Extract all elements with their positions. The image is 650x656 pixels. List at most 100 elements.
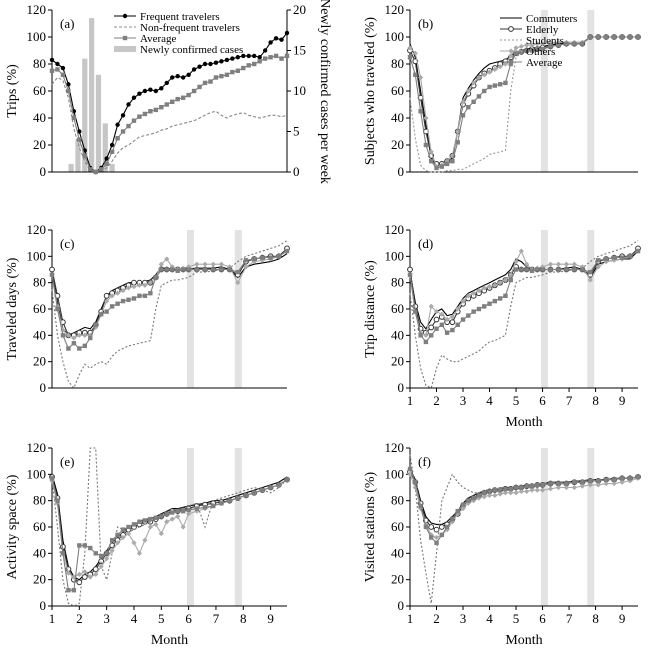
series-point [434, 540, 439, 545]
series-point [471, 290, 477, 296]
x-axis-label: Month [505, 415, 542, 430]
series-point [513, 490, 519, 496]
series-point [202, 61, 208, 67]
x-tick-label: 3 [103, 611, 110, 626]
shaded-band [234, 230, 242, 388]
series-point [547, 39, 554, 45]
series-point [230, 69, 235, 75]
x-tick-label: 6 [185, 611, 192, 626]
series-point [268, 485, 273, 490]
x-tick-label: 9 [619, 611, 626, 626]
series-point [611, 477, 617, 482]
series-point [114, 540, 121, 546]
series-point [55, 67, 60, 72]
legend-marker [508, 48, 514, 54]
series-point [142, 518, 148, 523]
series-point [219, 267, 224, 272]
series-point [418, 505, 424, 512]
series-point [418, 330, 424, 336]
series-point [481, 285, 487, 291]
series-point [186, 92, 191, 98]
series-point [635, 474, 641, 480]
series-point [487, 489, 492, 494]
series-point [423, 332, 429, 338]
series-point [439, 532, 445, 538]
series-point [241, 53, 246, 59]
series-point [524, 483, 529, 489]
series-point [513, 267, 519, 272]
y-tick-label: 40 [391, 110, 404, 125]
series-point [219, 59, 224, 64]
series-point [513, 259, 519, 265]
series-point [513, 485, 519, 490]
y-tick-label: 0 [398, 380, 405, 395]
series-point [508, 277, 513, 283]
series-point [555, 484, 562, 491]
shaded-band [540, 448, 548, 606]
series-point [524, 488, 530, 495]
series-point [529, 483, 535, 489]
series-line [409, 36, 638, 166]
series-point [418, 74, 424, 81]
y-tick-label: 60 [33, 83, 46, 98]
series-point [492, 282, 498, 288]
x-tick-label: 6 [539, 393, 546, 408]
x-tick-label: 1 [49, 611, 56, 626]
series-point [428, 524, 435, 530]
series-point [529, 48, 535, 53]
series-point [482, 88, 487, 94]
series-point [93, 571, 99, 577]
series-point [175, 73, 180, 79]
series-point [603, 34, 609, 40]
series-point [137, 519, 142, 524]
legend-label: Students [526, 35, 564, 47]
series-point [186, 511, 192, 517]
y2-tick-label: 0 [293, 164, 300, 179]
series-point [71, 588, 77, 593]
series-point [147, 524, 153, 530]
series-point [603, 480, 609, 487]
y-tick-label: 0 [40, 380, 47, 395]
series-point [142, 282, 148, 288]
series-point [137, 114, 142, 119]
series-point [465, 88, 471, 94]
series-line [409, 248, 639, 334]
case-bar [95, 74, 102, 172]
series-point [60, 333, 66, 338]
series-point [635, 34, 641, 40]
y-axis-label: Trip distance (%) [363, 260, 378, 358]
series-point [556, 267, 561, 272]
series-point [444, 161, 450, 167]
x-tick-label: 2 [433, 393, 440, 408]
series-point [508, 272, 514, 278]
y-axis-label: Trips (%) [5, 64, 20, 118]
x-tick-label: 7 [566, 611, 573, 626]
y-axis-label: Traveled days (%) [5, 257, 20, 360]
series-point [579, 264, 585, 270]
case-bar [109, 163, 115, 172]
series-point [438, 524, 445, 530]
series-point [444, 527, 450, 533]
series-point [444, 330, 450, 335]
series-point [104, 556, 110, 562]
x-tick-label: 9 [267, 611, 274, 626]
series-point [197, 84, 202, 90]
series-point [120, 527, 126, 532]
series-point [66, 88, 71, 94]
series-point [407, 266, 413, 273]
series-point [208, 61, 213, 67]
y-axis-label: Subjects who traveled (%) [363, 17, 378, 165]
y2-axis-label: Newly confirmed cases per week [317, 0, 332, 184]
series-point [180, 509, 186, 514]
series-point [120, 113, 126, 118]
series-point [158, 261, 164, 267]
series-point [492, 298, 498, 304]
series-point [65, 570, 71, 576]
series-point [142, 111, 148, 117]
legend-marker [508, 26, 514, 32]
x-tick-label: 5 [513, 611, 520, 626]
panel-f: 0 20 40 60 80 100 120 1 2 3 4 5 6 7 8 9 Visited stations… [363, 440, 641, 648]
series-point [60, 72, 66, 77]
y-tick-label: 40 [391, 545, 404, 560]
series-point [564, 267, 569, 272]
